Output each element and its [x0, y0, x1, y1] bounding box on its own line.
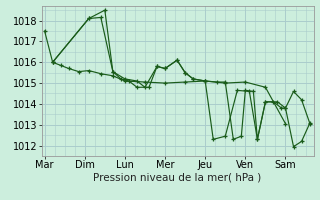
X-axis label: Pression niveau de la mer( hPa ): Pression niveau de la mer( hPa )	[93, 173, 262, 183]
